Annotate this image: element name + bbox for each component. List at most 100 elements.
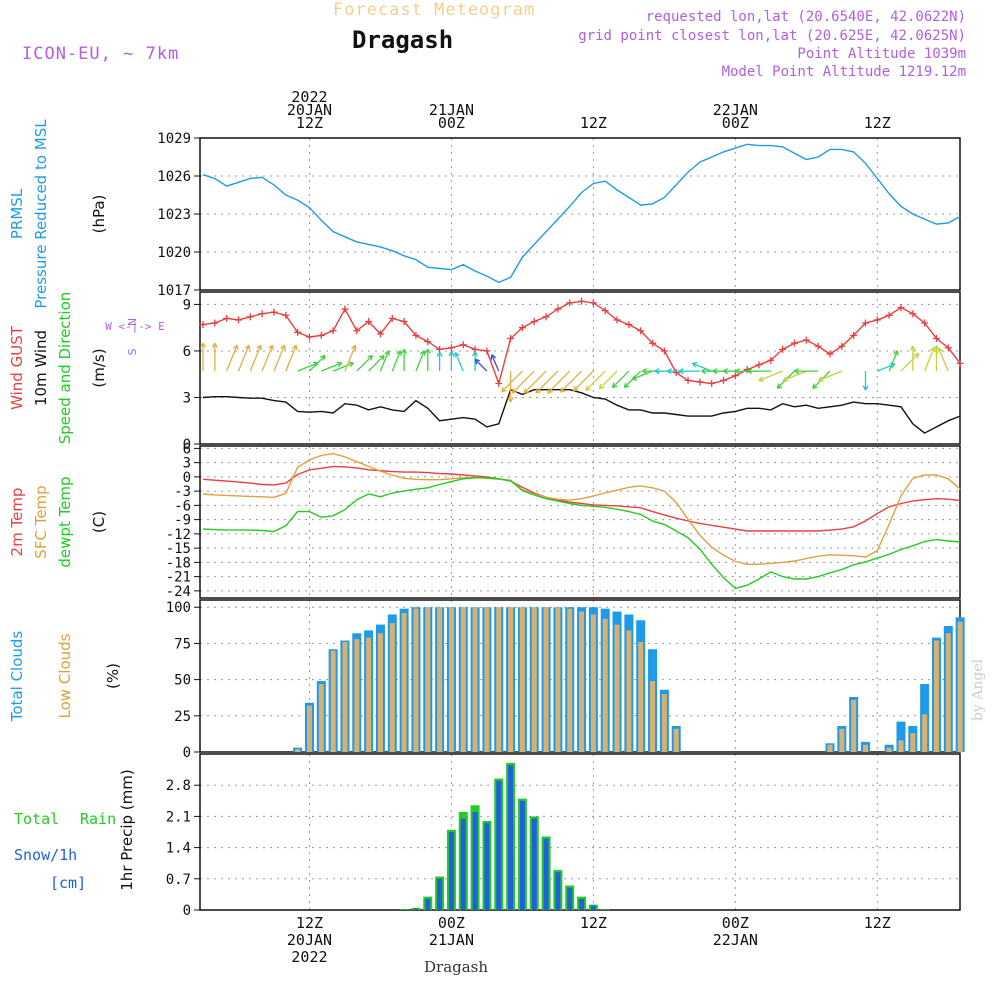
gust-line-marker (767, 356, 775, 364)
top-time-label: 00Z (722, 114, 749, 132)
gust-line-marker (850, 331, 858, 339)
low-clouds-bar (839, 728, 845, 752)
low-clouds-bar (898, 740, 904, 752)
gridpoint-coords: grid point closest lon,lat (20.625E, 42.… (578, 28, 966, 44)
wind-arrow-head (818, 376, 824, 382)
wind-direction-arrow (368, 355, 385, 372)
gust-line-marker (199, 321, 207, 329)
wind-direction-arrow (501, 370, 523, 393)
gust-line-marker (436, 345, 444, 353)
precip-ytick-label: 2.1 (166, 809, 191, 825)
gust-line-marker (589, 299, 597, 307)
wind-direction-arrow (692, 362, 712, 372)
wind-direction-arrow (297, 362, 319, 372)
temp-ytick-label: 3 (183, 456, 191, 472)
bottom-time-label: 21JAN (429, 931, 474, 949)
temp-2m-label: 2m Temp (8, 488, 26, 557)
temp-panel (194, 445, 961, 599)
gust-line-marker (601, 307, 609, 315)
dewpoint-line (202, 477, 961, 590)
gust-line-marker (921, 319, 929, 327)
pressure-ytick-label: 1023 (157, 207, 191, 223)
bottom-time-label: 12Z (864, 914, 891, 932)
gust-line-marker (412, 331, 420, 339)
wind-direction-arrow (344, 344, 357, 372)
pressure-ytick-label: 1026 (157, 169, 191, 185)
precip-ytick-label: 1.4 (166, 841, 191, 857)
wind-ytick-label: 9 (183, 297, 191, 313)
gust-line-marker (211, 319, 219, 327)
gust-line-marker (802, 336, 810, 344)
low-clouds-bar (579, 611, 585, 752)
gust-line-marker (459, 341, 467, 349)
wind-arrow-head (794, 368, 800, 375)
wind-arrow-head (666, 368, 672, 375)
wind-arrow-head (893, 350, 899, 356)
low-clouds-bar (862, 744, 868, 752)
gust-line-marker (791, 339, 798, 347)
low-clouds-bar (626, 630, 632, 752)
wind-arrow-head (280, 344, 286, 351)
footer-location: Dragash (424, 958, 489, 976)
gust-line-marker (944, 344, 952, 352)
wind-arrow-head (474, 358, 481, 365)
snow-bar (508, 765, 514, 910)
gust-line-marker (826, 350, 834, 358)
snow-bar (460, 818, 466, 910)
gust-line-marker (861, 319, 869, 327)
wind-arrow-head (623, 382, 630, 389)
wind-direction-arrow (523, 370, 547, 394)
temp-ytick-label: -3 (174, 484, 191, 500)
snow-bar (472, 811, 478, 910)
low-clouds-bar (496, 607, 502, 752)
wind-arrow-head (232, 344, 239, 351)
temp-sfc-label: SFC Temp (32, 485, 50, 558)
low-clouds-bar (567, 608, 573, 752)
gust-line-marker (720, 376, 728, 384)
wind-arrow-head (585, 385, 591, 392)
gust-line-marker (258, 310, 266, 318)
gust-line-marker (317, 331, 325, 339)
gust-line-marker (566, 299, 574, 307)
precip-ytick-label: 2.8 (166, 778, 191, 794)
precip-rain-label: Rain (80, 810, 116, 828)
wind-arrow-head (472, 351, 479, 357)
wind-arrow-head (320, 354, 326, 361)
wind-arrow-head (937, 347, 943, 354)
low-clouds-bar (342, 641, 348, 752)
low-clouds-bar (460, 607, 466, 752)
wind-direction-arrow (309, 355, 326, 372)
precip-snow-label: Snow/1h (14, 846, 77, 864)
wind-direction-arrow (379, 350, 390, 372)
wind-direction-arrow (924, 347, 935, 372)
wind-direction-arrow (631, 370, 653, 380)
wind-frame (199, 291, 961, 445)
wind-direction-arrow (273, 344, 286, 372)
wind-arrow-head (812, 383, 818, 389)
wind-arrow-head (776, 383, 783, 389)
wind-direction-arrow (888, 350, 898, 372)
gust-line-marker (814, 342, 822, 350)
clouds-ytick-label: 50 (174, 673, 191, 689)
wind-direction-arrow (573, 370, 594, 392)
bottom-time-label: 00Z (722, 914, 749, 932)
low-clouds-bar (413, 608, 419, 752)
low-clouds-bar (508, 607, 514, 752)
wind-arrow-head (336, 361, 343, 368)
compass-s: S (126, 348, 139, 355)
low-clouds-bar (401, 613, 407, 752)
gust-line-marker (684, 376, 692, 384)
clouds-ytick-label: 75 (174, 636, 191, 652)
wind-direction-arrow (511, 370, 535, 394)
clouds-ytick-label: 100 (166, 600, 191, 616)
gust-line-marker (613, 316, 621, 324)
snow-bar (437, 878, 443, 910)
wind-arrow-head (367, 354, 373, 361)
watermark: by Angel (970, 658, 986, 722)
bottom-time-label: 12Z (296, 914, 323, 932)
gust-line-marker (223, 314, 231, 322)
bottom-time-label: 12Z (580, 914, 607, 932)
total-clouds-bar (896, 721, 906, 752)
low-clouds-bar (661, 694, 667, 752)
snow-bar (590, 905, 596, 910)
